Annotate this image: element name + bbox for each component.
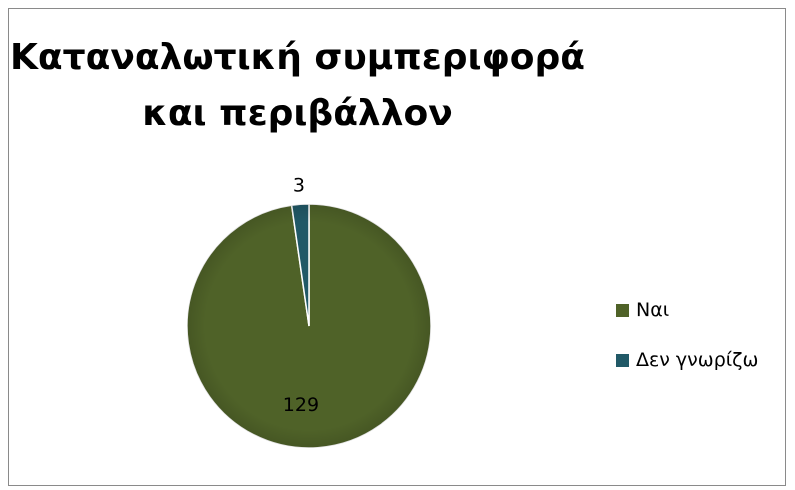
chart-title-line-2: και περιβάλλον [142, 93, 453, 134]
legend-item-den-gnorizo: Δεν γνωρίζω [616, 335, 758, 385]
data-label-nai: 129 [283, 394, 319, 416]
legend-swatch-nai [616, 303, 629, 317]
legend-label-nai: Ναι [636, 299, 670, 321]
data-label-den-gnorizo: 3 [293, 174, 305, 196]
legend: Ναι Δεν γνωρίζω [616, 285, 758, 385]
legend-item-nai: Ναι [616, 285, 758, 335]
legend-swatch-den-gnorizo [616, 353, 629, 367]
legend-label-den-gnorizo: Δεν γνωρίζω [636, 349, 759, 371]
chart-title: Καταναλωτική συμπεριφορά και περιβάλλον [0, 30, 595, 142]
chart-title-line-1: Καταναλωτική συμπεριφορά [10, 37, 585, 78]
